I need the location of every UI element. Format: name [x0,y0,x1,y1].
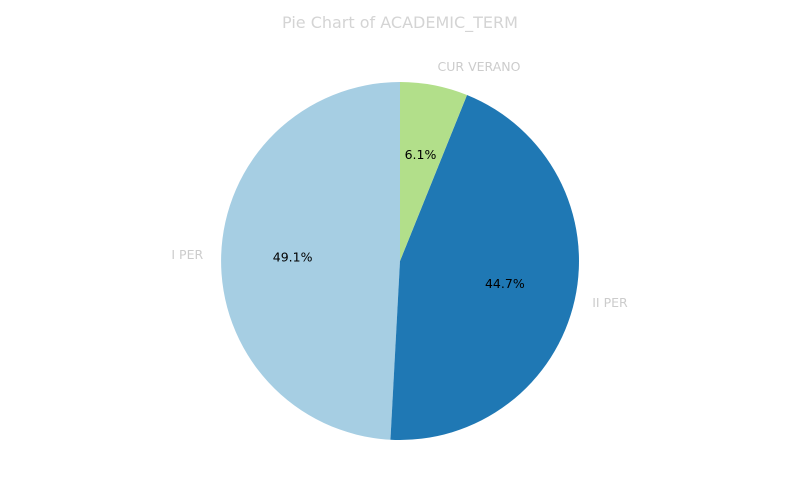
percent-label-ii-per: 44.7% [485,276,525,291]
pie-slice-ii-per [390,95,579,440]
pie-slice-i-per [221,82,400,440]
chart-title: Pie Chart of ACADEMIC_TERM [282,13,518,33]
percent-label-i-per: 49.1% [273,250,313,265]
pie-labels: I PER 49.1% II PER 44.7% CUR VERANO 6.1% [171,59,628,310]
percent-label-cur-verano: 6.1% [405,147,437,162]
slice-label-cur-verano: CUR VERANO [438,59,521,74]
slice-label-ii-per: II PER [592,295,628,310]
pie-slices [221,82,579,440]
slice-label-i-per: I PER [171,247,203,262]
pie-slice-cur-verano [400,82,467,261]
